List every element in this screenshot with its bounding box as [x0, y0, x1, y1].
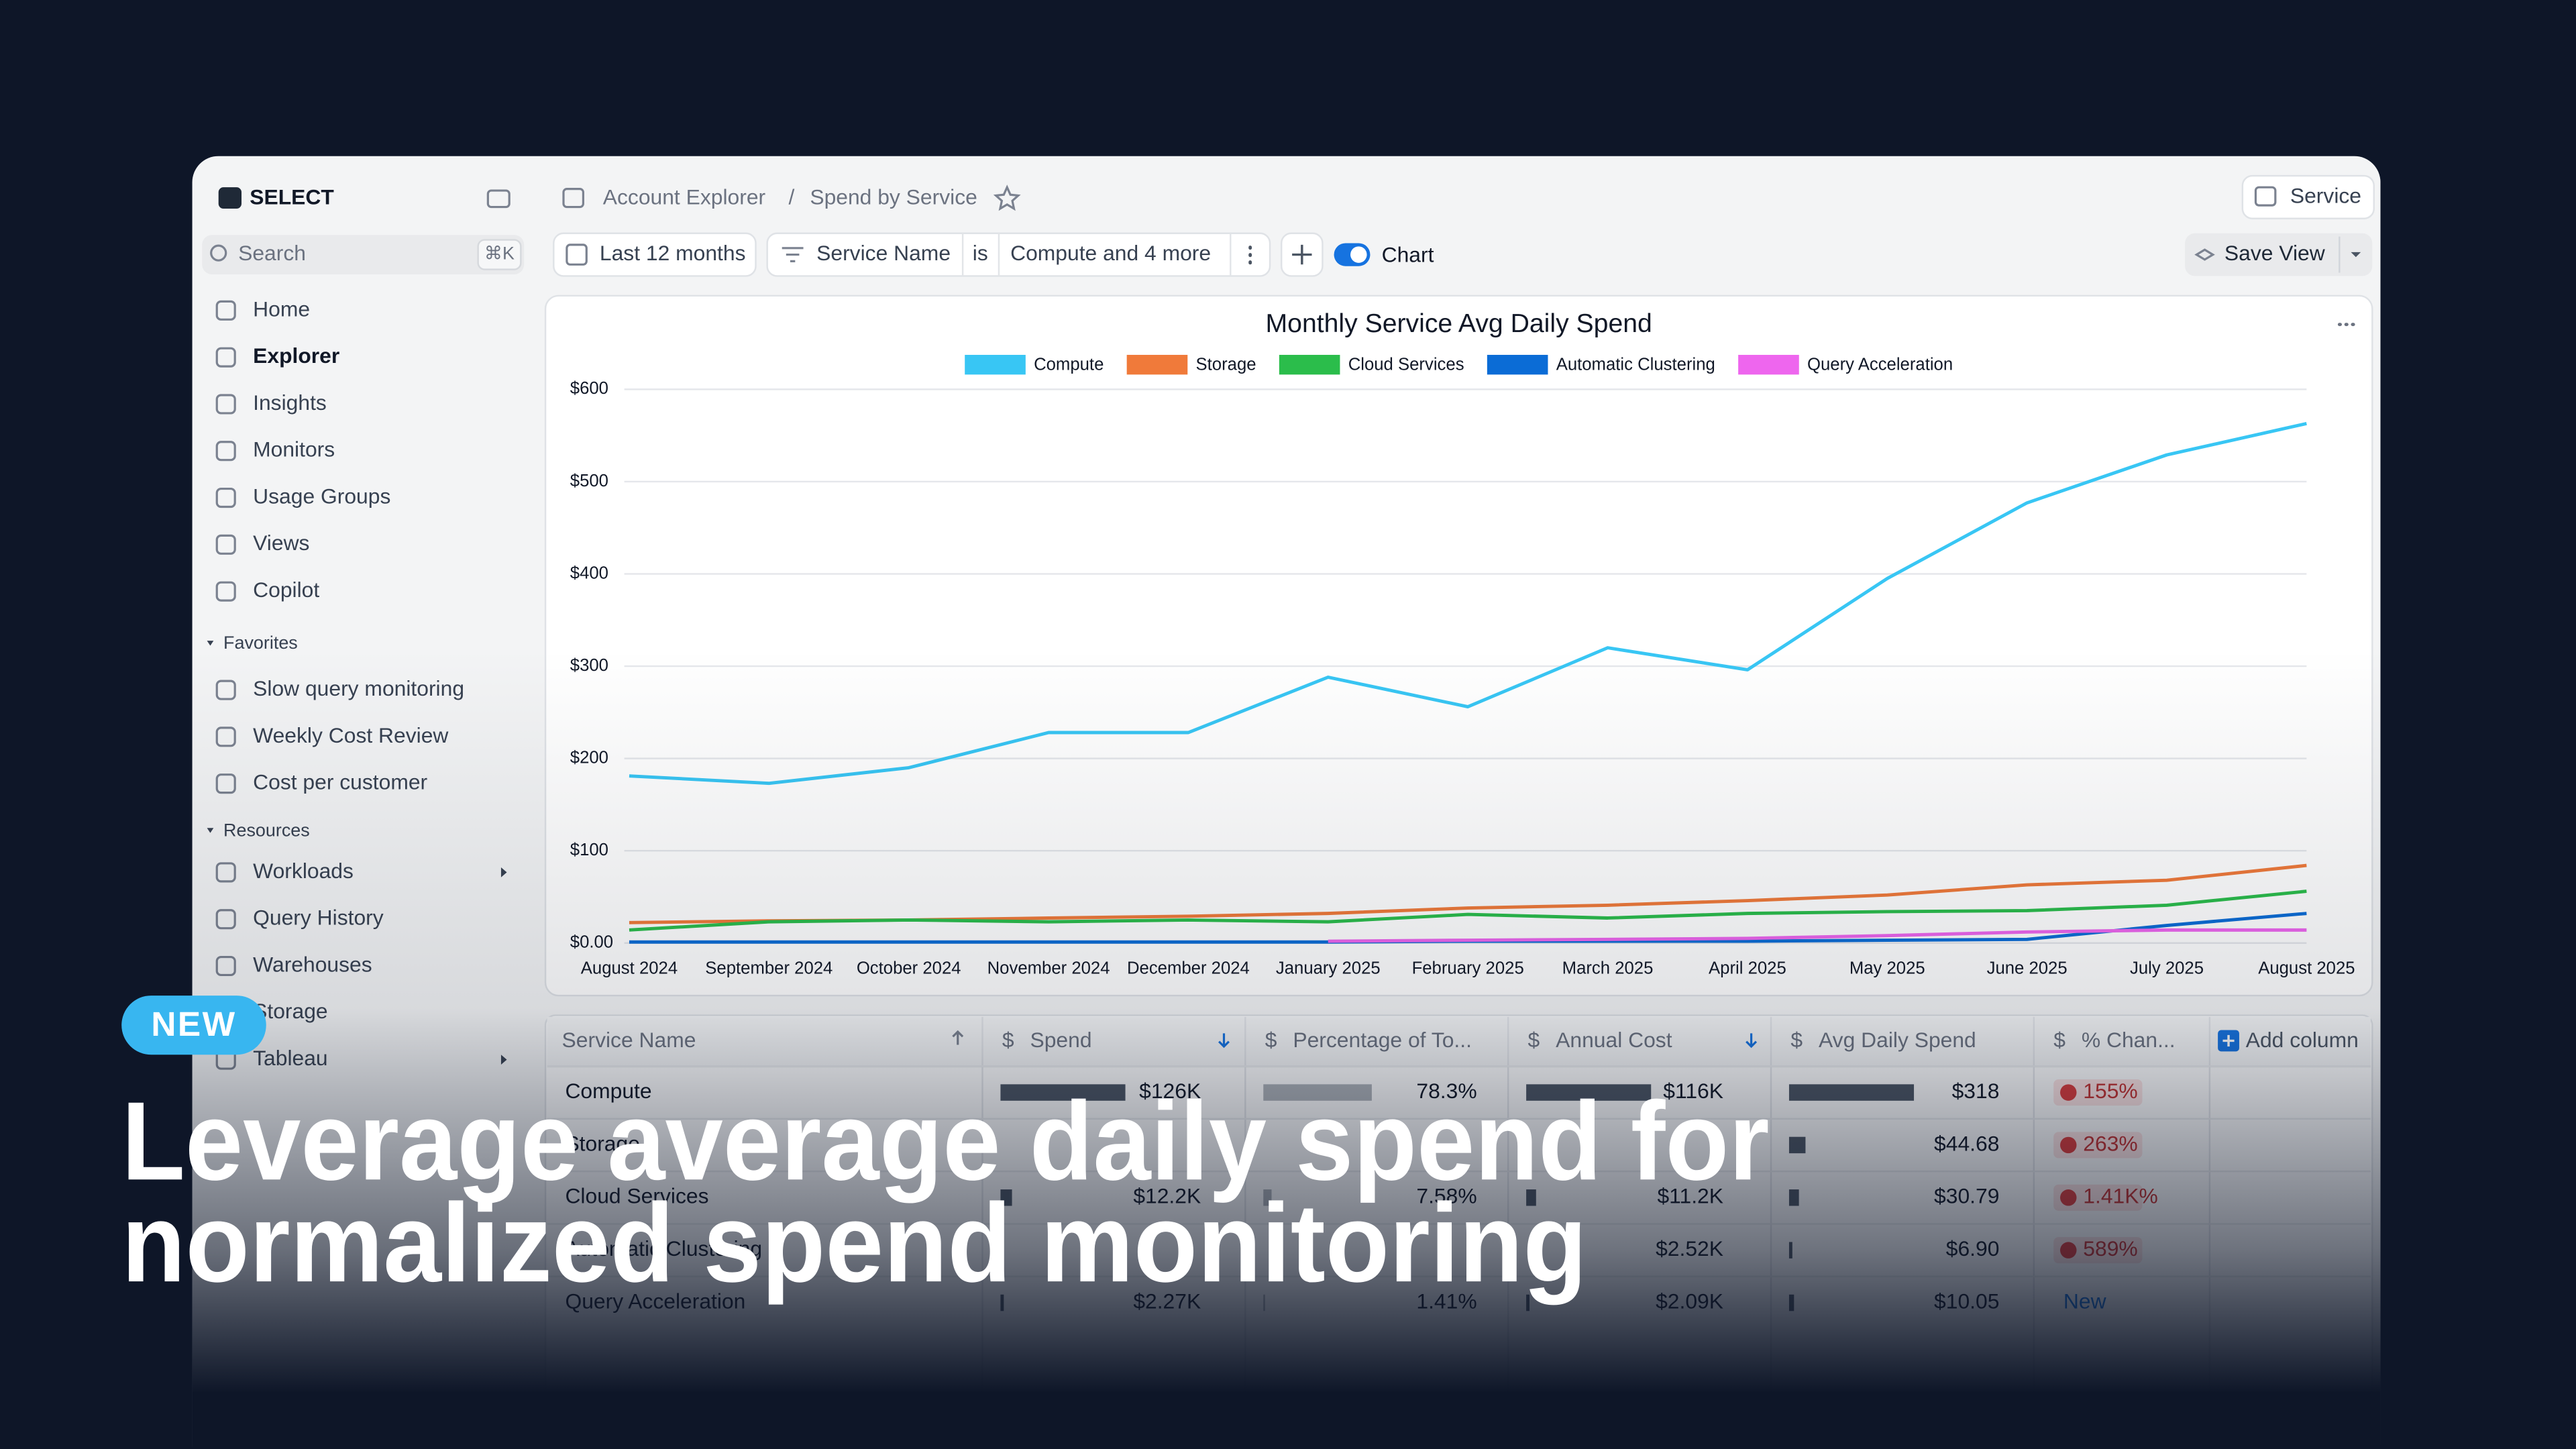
search-icon — [210, 244, 227, 262]
headline: Leverage average daily spend for — [121, 1079, 1769, 1203]
save-icon — [2194, 248, 2215, 261]
plus-icon — [1292, 244, 1312, 265]
legend-swatch[interactable] — [1738, 354, 1799, 375]
service-button[interactable] — [2241, 174, 2375, 219]
service-icon — [2254, 186, 2277, 207]
caret — [207, 641, 214, 646]
chart-toggle-label: Chart — [1382, 242, 1434, 266]
nav-icon — [215, 441, 236, 462]
nav-icon — [215, 300, 236, 321]
nav-icon — [215, 394, 236, 415]
legend-swatch[interactable] — [1279, 354, 1340, 375]
filter-icon — [782, 247, 804, 262]
y-tick-label: $600 — [570, 379, 608, 398]
save-dropdown[interactable] — [2351, 252, 2361, 258]
legend-label[interactable]: Storage — [1196, 356, 1256, 374]
nav-item[interactable]: Home — [253, 297, 310, 321]
legend-swatch[interactable] — [1487, 354, 1548, 375]
legend-label[interactable]: Query Acceleration — [1807, 356, 1953, 374]
nav-item[interactable]: Insights — [253, 390, 327, 415]
date-label: Last 12 months — [600, 241, 746, 265]
nav-icon — [215, 581, 236, 602]
save-view-button[interactable] — [2185, 233, 2373, 276]
legend-label[interactable]: Cloud Services — [1348, 356, 1464, 374]
calendar-icon — [566, 244, 588, 266]
favorite-star[interactable] — [993, 184, 1021, 211]
search-shortcut: ⌘K — [484, 244, 515, 264]
legend-label[interactable]: Automatic Clustering — [1556, 356, 1715, 374]
date-button[interactable] — [553, 232, 757, 277]
legend-swatch[interactable] — [965, 354, 1026, 375]
nav-icon — [215, 534, 236, 555]
breadcrumb-current: Spend by Service — [810, 185, 977, 209]
nav-item[interactable]: Usage Groups — [253, 484, 390, 508]
toggle-knob — [1350, 246, 1367, 263]
logo — [218, 187, 241, 209]
filter-value: Compute and 4 more — [1010, 241, 1211, 265]
y-tick-label: $500 — [570, 472, 608, 490]
breadcrumb-parent[interactable]: Account Explorer — [603, 185, 766, 209]
save-view-label: Save View — [2224, 241, 2326, 265]
legend-swatch[interactable] — [1126, 354, 1188, 375]
filter-op: is — [973, 241, 988, 265]
nav-icon — [215, 487, 236, 508]
legend-label[interactable]: Compute — [1034, 356, 1104, 374]
breadcrumb-separator: / — [789, 185, 795, 209]
search-box[interactable] — [202, 235, 525, 274]
fade-overlay — [192, 649, 2381, 1449]
brand: SELECT — [250, 185, 334, 209]
nav-item[interactable]: Monitors — [253, 437, 335, 462]
headline: normalized spend monitoring — [121, 1181, 1587, 1305]
nav-item[interactable]: Explorer — [253, 343, 339, 368]
filter-group[interactable] — [766, 232, 1271, 277]
collapse-button[interactable] — [486, 189, 511, 209]
nav-icon — [215, 347, 236, 368]
filter-field: Service Name — [816, 241, 951, 265]
nav-item[interactable]: Copilot — [253, 578, 319, 602]
nav-item[interactable]: Views — [253, 531, 309, 555]
badge-label: NEW — [151, 1004, 236, 1043]
explorer-icon — [562, 188, 584, 209]
y-tick-label: $400 — [570, 564, 608, 582]
chart-title: Monthly Service Avg Daily Spend — [1266, 309, 1652, 338]
new-badge — [121, 996, 266, 1055]
service-label: Service — [2290, 183, 2361, 207]
shortcut-chip — [477, 239, 522, 270]
search-placeholder: Search — [238, 241, 306, 265]
